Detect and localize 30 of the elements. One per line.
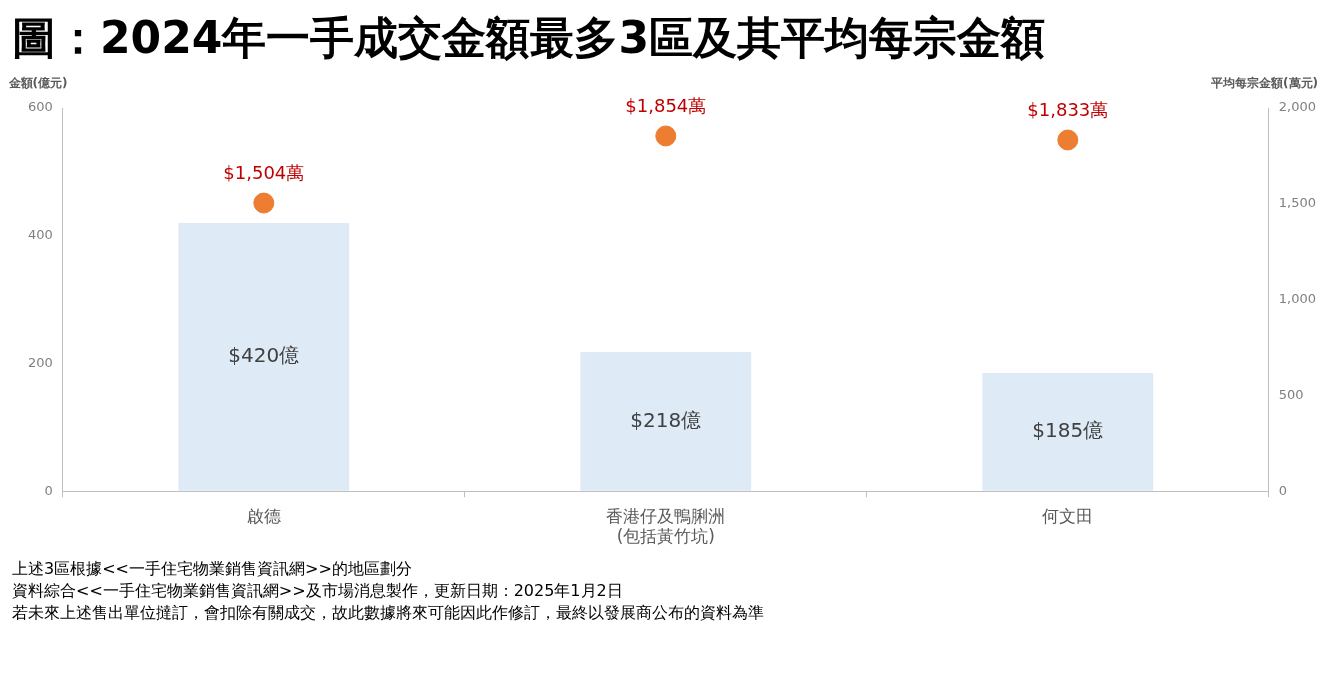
y-tick-label: 0 xyxy=(44,482,53,498)
y-tick-label: 600 xyxy=(27,99,53,115)
data-label: $218億 xyxy=(630,407,702,432)
x-tick-label: 啟德 xyxy=(246,505,281,526)
y2-tick-label: 2,000 xyxy=(1278,99,1316,115)
y2-tick-label: 1,000 xyxy=(1278,290,1316,306)
data-label: $1,833萬 xyxy=(1027,98,1109,120)
point xyxy=(253,192,275,214)
point xyxy=(1057,129,1079,151)
chart-title: 圖：2024年一手成交金額最多3區及其平均每宗金額 xyxy=(11,11,1047,65)
data-label: $420億 xyxy=(228,343,300,368)
y2-tick-label: 0 xyxy=(1278,482,1288,498)
point xyxy=(655,125,677,147)
x-tick-label: 何文田 xyxy=(1042,505,1094,526)
data-label: $1,854萬 xyxy=(625,94,707,116)
y2-tick-label: 1,500 xyxy=(1278,195,1316,211)
y-axis-title: 金額(億元) xyxy=(7,76,68,91)
bar xyxy=(982,373,1154,491)
y-tick-label: 400 xyxy=(27,227,53,243)
data-label: $185億 xyxy=(1032,418,1104,443)
bar xyxy=(178,222,350,491)
text: 上述3區根據<<一手住宅物業銷售資訊網>>的地區劃分 xyxy=(12,558,413,580)
y2-tick-label: 500 xyxy=(1278,386,1304,402)
y-tick-label: 200 xyxy=(27,354,53,370)
data-label: $1,504萬 xyxy=(223,161,305,183)
y2-axis-title: 平均每宗金額(萬元) xyxy=(1210,76,1318,91)
bar xyxy=(580,351,752,491)
x-tick-label: 香港仔及鴨脷洲 (包括黃竹坑) xyxy=(606,505,726,547)
text: 若未來上述售出單位撻訂，會扣除有關成交，故此數據將來可能因此作修訂，最終以發展商公布的資料為準 xyxy=(12,602,765,624)
text: 資料綜合<<一手住宅物業銷售資訊網>>及市場消息製作，更新日期：2025年1月2日 xyxy=(12,580,624,602)
